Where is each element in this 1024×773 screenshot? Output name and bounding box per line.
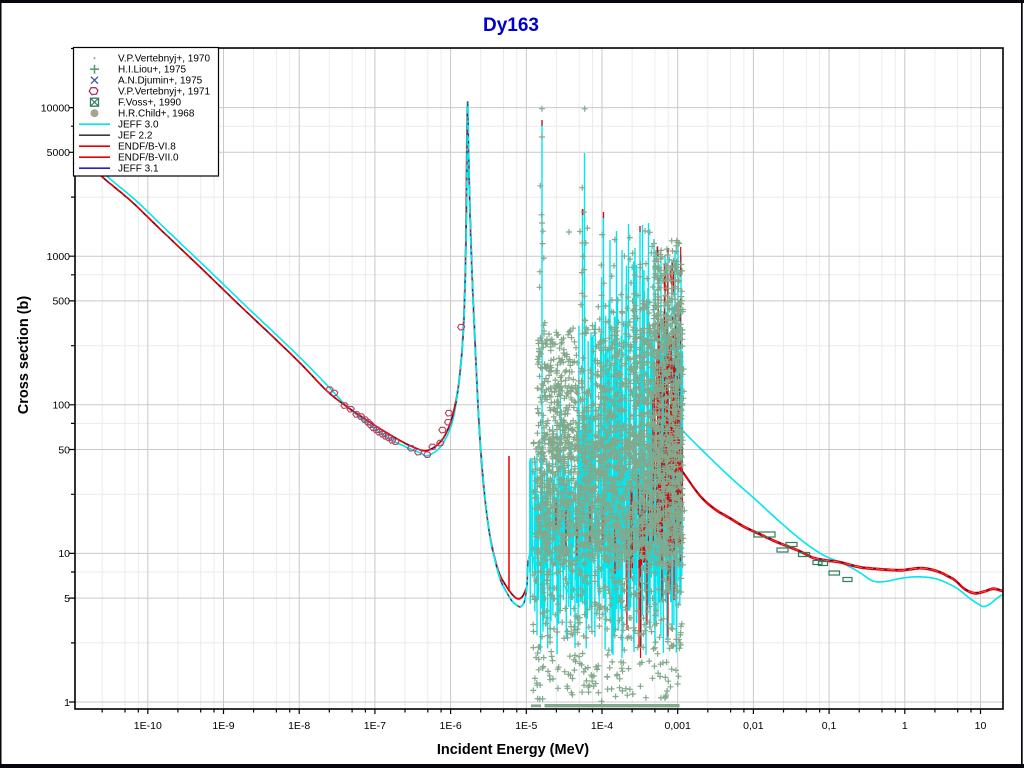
svg-text:Incident Energy (MeV): Incident Energy (MeV) [437,742,589,758]
svg-text:1E-5: 1E-5 [515,720,537,732]
svg-text:0,1: 0,1 [822,720,837,732]
svg-text:1E-6: 1E-6 [440,720,462,732]
svg-text:50: 50 [58,444,70,456]
svg-text:1E-8: 1E-8 [288,720,310,732]
svg-text:100: 100 [52,400,70,412]
svg-text:ENDF/B-VI.8: ENDF/B-VI.8 [118,142,176,153]
svg-text:Dy163: Dy163 [483,15,539,36]
svg-text:V.P.Vertebnyj+, 1970: V.P.Vertebnyj+, 1970 [118,54,210,65]
svg-text:10: 10 [975,720,987,732]
svg-text:JEF 2.2: JEF 2.2 [118,131,153,142]
svg-text:ENDF/B-VII.0: ENDF/B-VII.0 [118,153,179,164]
svg-text:JEFF 3.1: JEFF 3.1 [118,164,159,175]
svg-text:1000: 1000 [47,251,71,263]
svg-text:V.P.Vertebnyj+, 1971: V.P.Vertebnyj+, 1971 [118,87,210,98]
svg-text:1E-9: 1E-9 [212,720,234,732]
svg-text:1E-10: 1E-10 [134,720,162,732]
svg-text:1E-7: 1E-7 [364,720,386,732]
svg-text:5000: 5000 [47,147,71,159]
svg-text:Cross section (b): Cross section (b) [16,296,32,415]
svg-text:H.I.Liou+, 1975: H.I.Liou+, 1975 [118,65,187,76]
svg-text:0,001: 0,001 [665,720,691,732]
svg-text:10: 10 [58,548,70,560]
svg-text:500: 500 [52,296,70,308]
svg-text:1E-4: 1E-4 [591,720,613,732]
svg-text:JEFF 3.0: JEFF 3.0 [118,120,159,131]
svg-text:1: 1 [902,720,908,732]
svg-text:F.Voss+, 1990: F.Voss+, 1990 [118,98,182,109]
svg-text:1: 1 [64,697,70,709]
svg-text:H.R.Child+, 1968: H.R.Child+, 1968 [118,109,195,120]
svg-text:0,01: 0,01 [743,720,764,732]
svg-text:5: 5 [64,593,70,605]
svg-text:A.N.Djumin+, 1975: A.N.Djumin+, 1975 [118,76,203,87]
svg-text:10000: 10000 [41,102,70,114]
